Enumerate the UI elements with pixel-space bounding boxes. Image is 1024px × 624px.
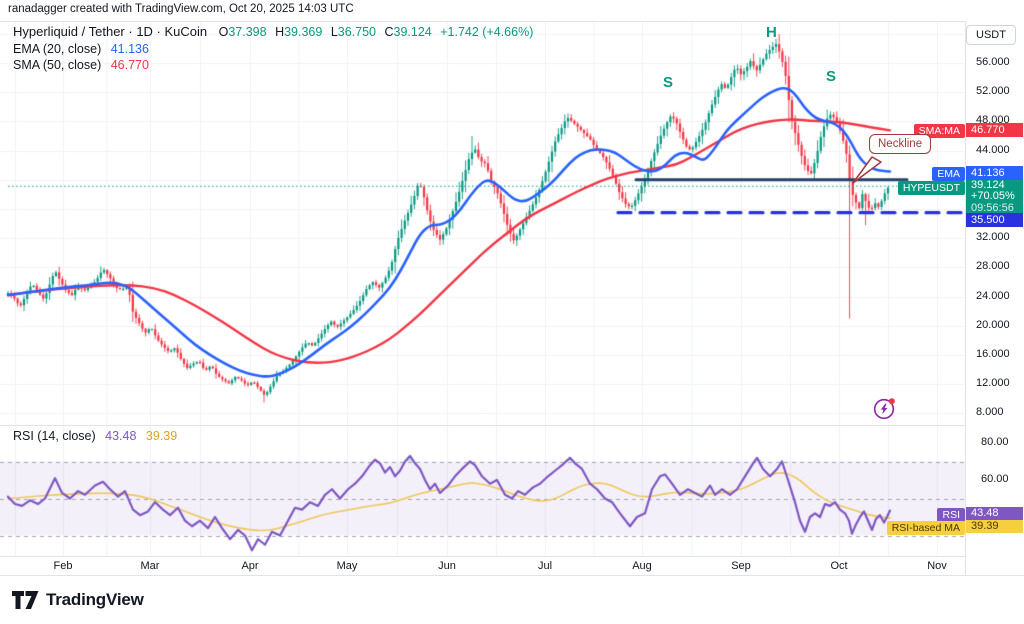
price-tick-label: 12.000 <box>976 377 1010 390</box>
price-tick-label: 8.000 <box>976 406 1004 419</box>
ema-label: EMA (20, close) <box>13 41 102 56</box>
price-axis-background <box>966 21 1024 575</box>
rsi-label: RSI (14, close) <box>13 429 96 443</box>
time-axis-bottom-border <box>0 575 1024 576</box>
rsi-badge-value[interactable]: 43.48 <box>966 507 1023 520</box>
sma-label: SMA (50, close) <box>13 58 102 72</box>
symbol-badge-tag[interactable]: HYPEUSDT <box>897 181 965 195</box>
right-shoulder-label: S <box>826 68 837 85</box>
ohlc-high: H39.369 <box>275 25 323 39</box>
price-tick-label: 52.000 <box>976 85 1010 98</box>
ohlc-open: O37.398 <box>218 25 267 39</box>
price-tick-label: 56.000 <box>976 56 1010 68</box>
rsi-tick-label: 80.00 <box>981 436 1009 448</box>
head-label: H <box>766 24 777 41</box>
ema-value: 41.136 <box>110 41 149 56</box>
rsi-value: 43.48 <box>105 429 137 443</box>
sma-value: 46.770 <box>110 58 149 72</box>
time-axis-month-label[interactable]: Aug <box>632 560 652 572</box>
symbol-title[interactable]: Hyperliquid / Tether · 1D · KuCoin <box>13 24 208 39</box>
change-value: +1.742 (+4.66%) <box>440 25 534 39</box>
support-badge-value[interactable]: 35.500 <box>966 213 1023 227</box>
legend-ema-row[interactable]: EMA (20, close) 41.136 <box>13 42 533 58</box>
pane-separator[interactable] <box>0 425 1024 426</box>
time-axis-month-label[interactable]: Apr <box>241 560 259 572</box>
sma-badge-value[interactable]: 46.770 <box>966 123 1023 137</box>
tradingview-logo[interactable]: TradingView <box>12 590 144 610</box>
price-tick-label: 24.000 <box>976 289 1010 302</box>
top-border <box>0 21 1024 22</box>
left-shoulder-label: S <box>663 74 674 91</box>
time-axis-month-label[interactable]: May <box>336 560 358 572</box>
price-tick-label: 16.000 <box>976 348 1010 360</box>
tradingview-logo-text: TradingView <box>46 590 144 609</box>
time-axis-month-label[interactable]: Sep <box>731 560 751 572</box>
axis-border <box>965 21 966 575</box>
ohlc-low: L36.750 <box>330 25 376 39</box>
price-tick-label: 32.000 <box>976 231 1010 244</box>
legend: Hyperliquid / Tether · 1D · KuCoin O37.3… <box>13 24 533 75</box>
time-axis-top-border <box>0 556 1024 557</box>
rsi-tick-label: 60.00 <box>981 473 1009 485</box>
time-axis-month-label[interactable]: Mar <box>140 560 160 572</box>
price-tick-label: 44.000 <box>976 143 1010 156</box>
currency-button[interactable]: USDT <box>966 25 1016 45</box>
rsi-ma-value: 39.39 <box>145 429 178 443</box>
neckline-callout-tail <box>852 156 882 184</box>
time-axis-month-label[interactable]: Nov <box>927 560 947 572</box>
price-tick-label: 28.000 <box>976 260 1010 273</box>
symbol-badge-value[interactable]: 39.124 +70.05% 09:56:56 <box>966 179 1023 214</box>
time-axis-month-label[interactable]: Jun <box>438 560 456 572</box>
attribution-text: ranadagger created with TradingView.com,… <box>8 3 354 15</box>
legend-symbol-row[interactable]: Hyperliquid / Tether · 1D · KuCoin O37.3… <box>13 24 533 41</box>
legend-sma-row[interactable]: SMA (50, close) 46.770 <box>13 58 533 74</box>
ohlc-close: C39.124 <box>384 25 432 39</box>
rsi-legend[interactable]: RSI (14, close) 43.48 39.39 <box>13 429 177 445</box>
ema-badge-value[interactable]: 41.136 <box>966 166 1023 180</box>
rsi-badge-tag[interactable]: RSI <box>937 508 965 522</box>
rsi-ma-badge-tag[interactable]: RSI-based MA <box>886 521 965 535</box>
rsi-ma-badge-value[interactable]: 39.39 <box>966 520 1023 533</box>
tradingview-glyph <box>12 590 39 609</box>
time-axis-month-label[interactable]: Jul <box>537 560 553 572</box>
flash-icon[interactable] <box>871 395 899 423</box>
ema-badge-tag[interactable]: EMA <box>932 167 965 181</box>
time-axis-month-label[interactable]: Oct <box>830 560 848 572</box>
price-tick-label: 20.000 <box>976 318 1010 331</box>
time-axis-month-label[interactable]: Feb <box>53 560 73 572</box>
neckline-callout[interactable]: Neckline <box>869 134 932 154</box>
